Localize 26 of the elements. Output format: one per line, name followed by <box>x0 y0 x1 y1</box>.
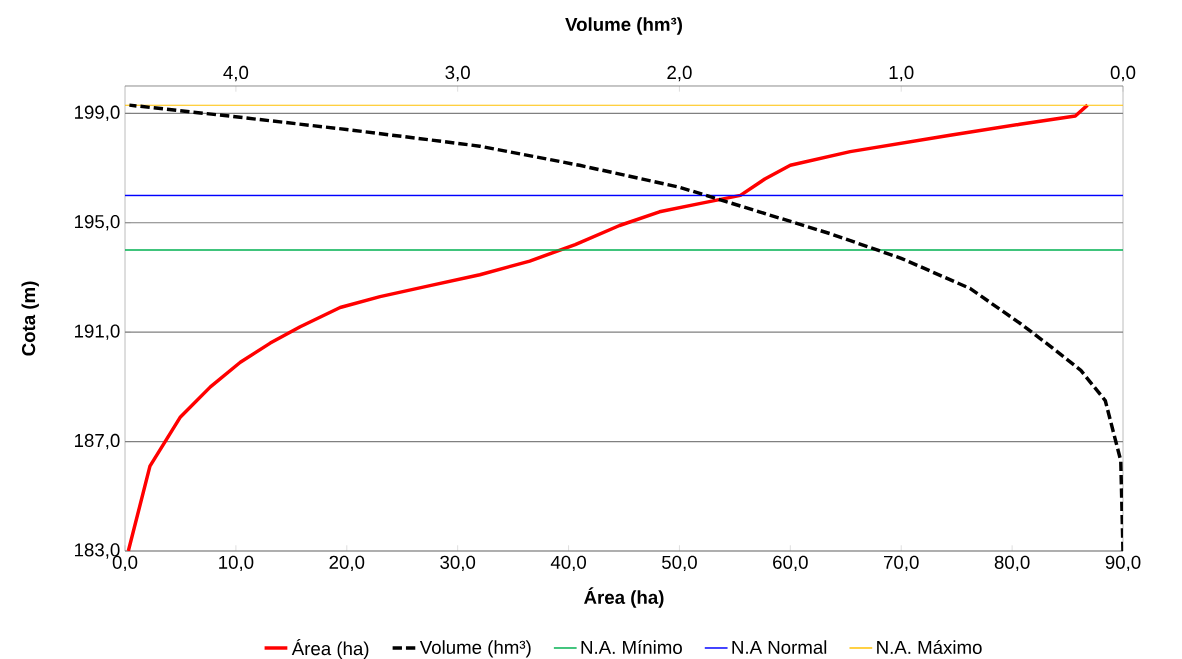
x-tick-label: 20,0 <box>329 555 365 572</box>
x2-tick-label: 4,0 <box>223 65 249 82</box>
x-tick-label: 80,0 <box>994 555 1030 572</box>
x-tick-label: 60,0 <box>773 555 808 572</box>
x-tick-label: 40,0 <box>550 555 586 572</box>
x-tick-label: 50,0 <box>662 555 697 572</box>
x2-tick-label: 2,0 <box>667 65 692 82</box>
x-tick-label: 10,0 <box>219 555 254 572</box>
y-axis-title: Cota (m) <box>21 281 39 356</box>
legend-label: Área (ha) <box>291 638 369 659</box>
y-tick-label: 195,0 <box>75 215 120 231</box>
legend-label: N.A Normal <box>732 640 827 654</box>
legend-label: Volume (hm³) <box>419 640 531 658</box>
legend-label: N.A. Máximo <box>877 640 982 655</box>
x2-axis-title: Volume (hm³) <box>565 17 682 35</box>
x2-tick-label: 1,0 <box>889 65 914 82</box>
legend-label: N.A. Mínimo <box>581 640 682 655</box>
x2-tick-label: 3,0 <box>445 65 470 82</box>
x-tick-label: 30,0 <box>440 555 476 572</box>
x-tick-label: 90,0 <box>1105 555 1141 572</box>
y-tick-label: 199,0 <box>75 105 120 122</box>
x2-tick-label: 0,0 <box>1110 65 1136 82</box>
x-axis-title: Área (ha) <box>584 587 664 608</box>
y-tick-label: 187,0 <box>75 433 120 450</box>
y-tick-label: 191,0 <box>75 324 120 340</box>
x-tick-label: 70,0 <box>884 555 919 572</box>
